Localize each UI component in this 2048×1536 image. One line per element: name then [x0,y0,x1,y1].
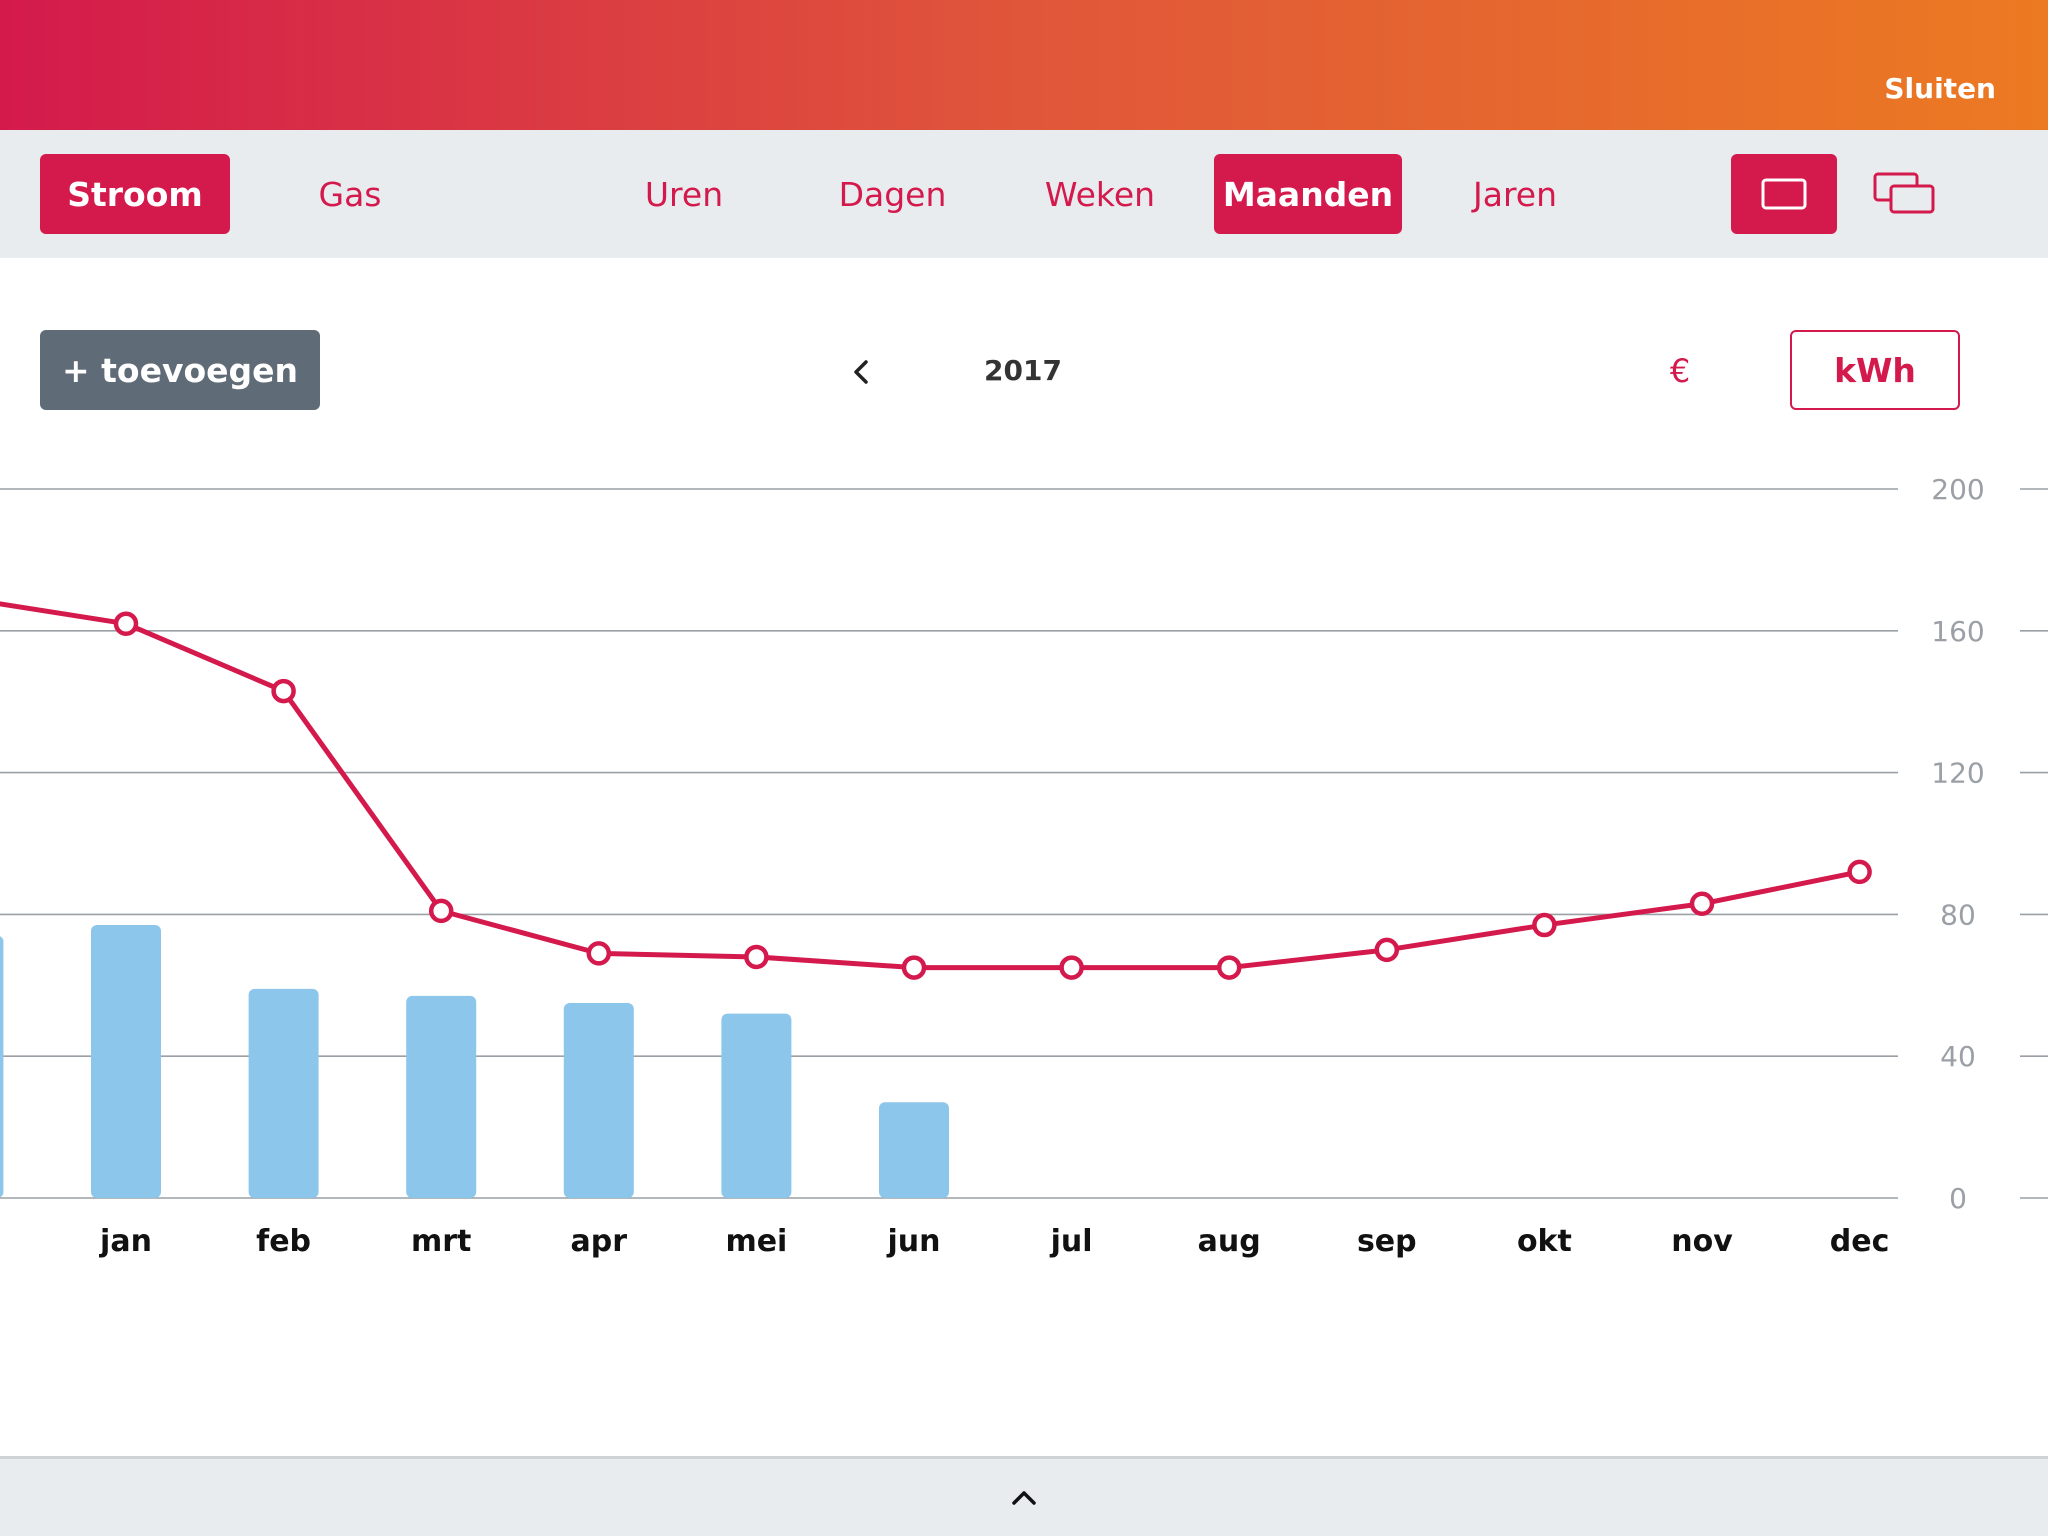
x-tick-label-mei: mei [725,1224,787,1259]
line-path [0,601,1861,971]
previous-year-button[interactable] [846,354,878,390]
top-header-bar: Sluiten [0,0,2048,130]
x-tick-label-mrt: mrt [411,1224,471,1259]
bar-jan [91,925,161,1198]
y-tick-label: 0 [1949,1182,1967,1215]
bar-mrt [406,995,477,1198]
tab-stroom[interactable]: Stroom [40,154,230,234]
x-tick-label-dec: dec [1830,1224,1890,1259]
y-tick-label: 80 [1940,898,1976,931]
tab-dagen[interactable]: Dagen [838,174,947,214]
x-tick-label-okt: okt [1517,1224,1572,1259]
compare-view-icon [1873,172,1935,214]
y-tick-label: 40 [1940,1040,1976,1073]
tab-uren[interactable]: Uren [644,174,724,214]
single-view-button[interactable] [1731,154,1837,234]
filter-bar: Stroom Gas Uren Dagen Weken Maanden Jare… [0,130,2048,258]
currency-toggle-button[interactable]: € [1669,352,1691,390]
x-tick-label-sep: sep [1357,1224,1417,1259]
tab-jaren[interactable]: Jaren [1472,174,1557,214]
tab-gas[interactable]: Gas [318,174,382,214]
x-tick-label-jun: jun [887,1224,941,1259]
line-point-mrt [428,898,454,924]
bar-feb [248,988,319,1198]
bar-mei [721,1013,792,1198]
tab-maanden[interactable]: Maanden [1214,154,1402,234]
add-button[interactable]: + toevoegen [40,330,320,410]
x-tick-label-jul: jul [1050,1224,1093,1259]
usage-chart: 0 40 80 120 160 200 jan feb mrt apr mei jun jul aug se… [0,473,2048,1259]
x-tick-label-nov: nov [1671,1224,1733,1259]
line-point-jul [1059,955,1084,980]
line-point-jun [901,955,927,980]
grid-lines [0,488,2048,1199]
x-tick-label-apr: apr [571,1224,628,1259]
kwh-toggle-button[interactable]: kWh [1790,330,1960,410]
axis-labels: 0 40 80 120 160 200 jan feb mrt apr mei jun jul aug se… [99,473,1985,1259]
compare-view-button[interactable] [1852,154,1958,234]
bar-apr [563,1003,634,1198]
bar-series [0,925,949,1198]
line-point-okt [1532,912,1557,938]
line-point-mei [744,944,769,970]
line-point-sep [1374,937,1400,963]
line-series [0,601,1872,980]
bottom-drawer-bar [0,1456,2048,1536]
line-point-feb [271,678,296,704]
y-tick-label: 160 [1931,615,1984,648]
y-tick-label: 120 [1931,757,1984,790]
selected-year: 2017 [984,354,1062,387]
bar-jun [879,1102,949,1198]
bar-previous [0,936,4,1198]
chevron-up-icon [1012,1491,1036,1505]
line-point-aug [1216,955,1242,980]
x-tick-label-jan: jan [99,1224,152,1259]
close-button[interactable]: Sluiten [1884,72,1996,105]
chart-toolbar: + toevoegen 2017 € kWh [0,258,2048,418]
line-point-apr [586,941,612,966]
expand-drawer-button[interactable] [1004,1481,1044,1515]
line-point-dec [1847,859,1872,885]
line-point-nov [1689,891,1715,917]
chevron-left-icon [854,360,868,384]
x-tick-label-feb: feb [256,1224,311,1259]
y-tick-label: 200 [1931,473,1984,506]
tab-weken[interactable]: Weken [1044,174,1156,214]
x-tick-label-aug: aug [1198,1224,1261,1259]
single-view-icon [1761,178,1807,210]
line-point-jan [113,611,139,636]
